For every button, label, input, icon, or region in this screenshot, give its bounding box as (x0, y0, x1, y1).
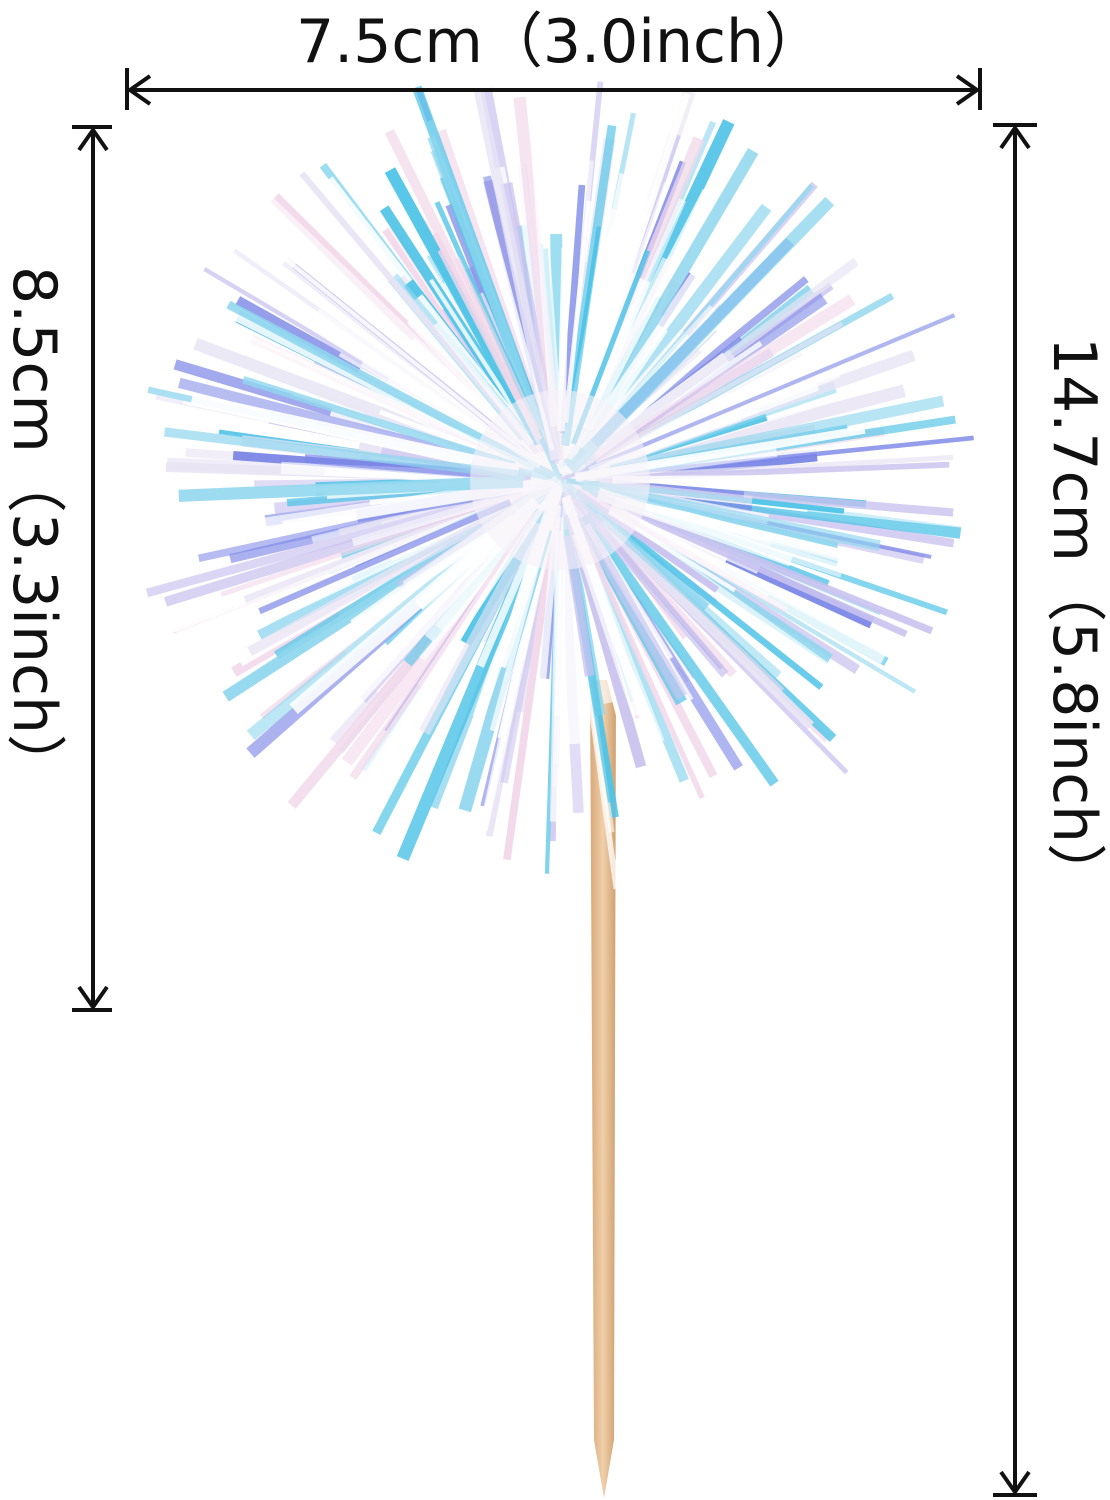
tinsel-strand (289, 514, 520, 714)
tinsel-strand (178, 475, 524, 502)
tinsel-strand (242, 376, 516, 469)
tinsel-strand (257, 188, 526, 447)
total-height-label: 14.7cm（5.8inch） (1039, 337, 1109, 903)
wooden-stick (590, 680, 616, 1498)
tinsel-strand (580, 512, 779, 787)
tinsel-strand (580, 189, 714, 432)
tinsel-strand (563, 200, 592, 423)
tinsel-strand (258, 499, 512, 615)
tinsel-strand (190, 393, 520, 477)
width-dimension (125, 68, 982, 110)
tinsel-strand (578, 527, 705, 799)
tinsel-pompom (137, 59, 989, 890)
total-height-dimension (993, 123, 1037, 1497)
width-label: 7.5cm（3.0inch） (296, 7, 824, 77)
tinsel-strand (524, 59, 563, 427)
pompom-core (470, 390, 650, 570)
head-height-dimension (72, 125, 112, 1012)
tinsel-strand (590, 294, 856, 464)
tinsel-strand (607, 503, 887, 664)
tinsel-strand (163, 427, 527, 481)
tinsel-strand (275, 517, 523, 761)
head-height-label: 8.5cm（3.3inch） (0, 266, 69, 794)
tinsel-strand (604, 257, 859, 448)
tinsel-strand (609, 395, 945, 475)
tinsel-strand (599, 519, 815, 729)
